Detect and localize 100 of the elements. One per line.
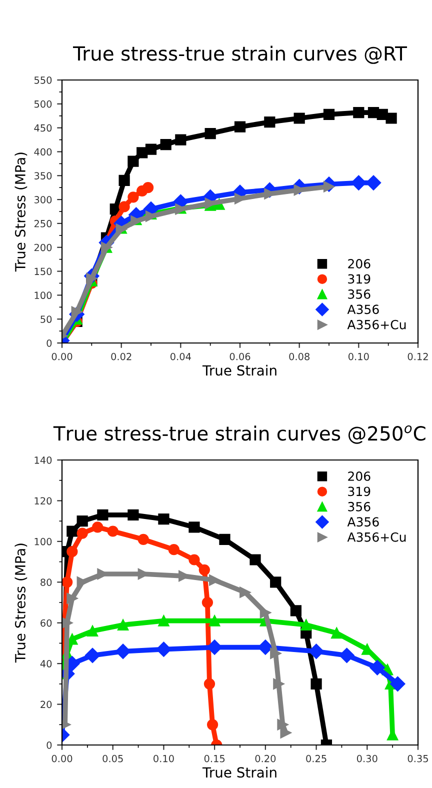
point [273, 678, 284, 690]
legend-label: 206 [348, 258, 370, 268]
point [66, 592, 78, 604]
point [339, 648, 354, 663]
y-tick-label: 60 [40, 619, 52, 627]
y-tick-label: 200 [34, 244, 52, 252]
y-axis-title: True Stress (MPa) [14, 152, 28, 272]
y-tick-label: 150 [34, 268, 52, 276]
x-tick-label: 0.00 [52, 754, 72, 762]
point [300, 619, 312, 630]
point [62, 617, 73, 628]
point [386, 112, 397, 124]
point [160, 139, 172, 150]
point [175, 134, 186, 146]
y-tick-label: 250 [34, 220, 52, 228]
x-tick-label: 0.10 [154, 754, 174, 762]
y-tick-label: 500 [34, 100, 52, 108]
point [115, 644, 131, 659]
point [66, 526, 78, 537]
point [97, 509, 108, 521]
point [138, 534, 149, 545]
point [158, 513, 170, 525]
point [84, 648, 100, 663]
x-tick-label: 0.30 [356, 754, 378, 762]
point [128, 509, 139, 521]
y-tick-label: 400 [34, 148, 52, 156]
x-tick-label: 0.12 [408, 352, 428, 360]
x-tick-label: 0.10 [348, 352, 369, 360]
point [277, 719, 288, 730]
x-tick-label: 0.15 [204, 754, 225, 762]
point [207, 640, 222, 655]
legend-label: 206 [348, 471, 370, 481]
point [219, 534, 230, 545]
y-tick-label: 300 [34, 196, 52, 204]
x-tick-label: 0.05 [102, 754, 123, 762]
point [145, 144, 157, 155]
y-tick-label: 140 [34, 456, 52, 464]
y-tick-label: 350 [34, 172, 52, 180]
point [86, 625, 98, 637]
point [351, 175, 366, 190]
x-tick-label: 0.08 [289, 352, 310, 360]
point [206, 719, 218, 730]
chart-title: True stress-true strain curves @250$^{o}$C [53, 425, 426, 444]
x-tick-label: 0.25 [306, 754, 326, 762]
y-tick-label: 450 [34, 124, 52, 132]
x-axis-title: True Strain [202, 364, 276, 376]
legend-label: 356 [348, 502, 370, 512]
x-tick-label: 0.02 [111, 352, 132, 360]
y-tick-label: 50 [40, 316, 52, 323]
legend-label: A356+Cu [347, 320, 406, 330]
chart-title: True stress-true strain curves @RT [73, 46, 408, 64]
point [76, 576, 88, 588]
legend-label: A356+Cu [347, 532, 406, 542]
point [250, 554, 261, 566]
point [308, 644, 324, 659]
x-tick-label: 0.06 [230, 352, 250, 360]
y-tick-label: 120 [34, 497, 52, 505]
legend-label: 319 [348, 486, 370, 496]
point [290, 605, 302, 616]
x-tick-label: 0.04 [170, 352, 191, 360]
point [209, 615, 220, 626]
point [370, 660, 385, 676]
x-tick-label: 0.35 [408, 754, 428, 762]
point [353, 106, 364, 118]
y-tick-label: 100 [34, 292, 52, 300]
point [294, 112, 305, 124]
point [142, 182, 154, 194]
point [270, 576, 282, 588]
legend-label: 319 [348, 274, 370, 284]
point [76, 528, 88, 539]
point [62, 576, 73, 588]
point [107, 526, 118, 537]
point [390, 676, 406, 692]
point [264, 116, 276, 128]
y-tick-label: 100 [34, 538, 52, 546]
point [128, 156, 139, 167]
point [188, 554, 200, 566]
y-tick-label: 0 [46, 741, 52, 749]
point [209, 574, 220, 586]
point [66, 546, 78, 558]
point [76, 516, 88, 527]
point [280, 727, 292, 738]
x-tick-label: 0.00 [52, 352, 72, 360]
point [128, 192, 139, 203]
point [198, 564, 210, 576]
y-tick-label: 0 [46, 339, 52, 347]
point [323, 108, 335, 120]
x-axis-title: True Strain [202, 766, 276, 778]
point [234, 121, 246, 132]
point [118, 174, 130, 186]
point [204, 678, 216, 690]
point [188, 522, 200, 533]
point [331, 627, 342, 639]
point [92, 522, 104, 533]
point [117, 619, 129, 630]
y-tick-label: 20 [40, 700, 52, 708]
point [168, 544, 180, 556]
point [202, 596, 214, 608]
point [270, 648, 282, 659]
x-tick-label: 0.20 [255, 754, 276, 762]
